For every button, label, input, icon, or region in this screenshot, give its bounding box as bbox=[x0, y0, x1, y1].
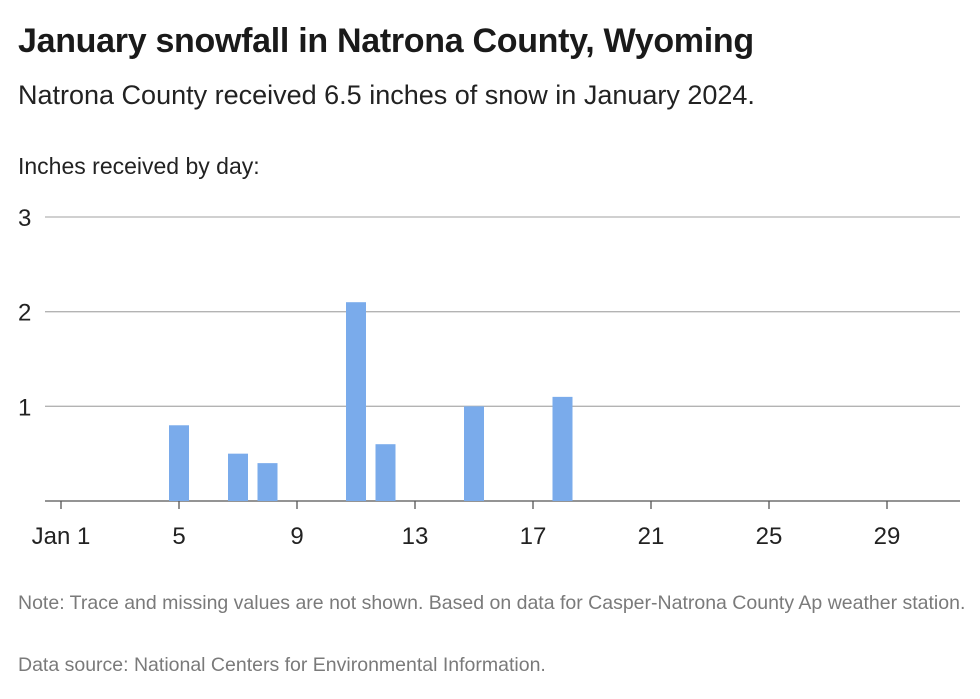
snowfall-bar bbox=[169, 425, 189, 501]
chart-title: January snowfall in Natrona County, Wyom… bbox=[18, 22, 754, 60]
chart-subtitle: Natrona County received 6.5 inches of sn… bbox=[18, 80, 755, 110]
snowfall-bar-chart: 1 2 3 Jan 1 5 9 13 17 21 25 29 bbox=[18, 205, 960, 550]
data-source: Data source: National Centers for Enviro… bbox=[18, 654, 546, 676]
y-tick-label: 3 bbox=[18, 205, 31, 232]
x-tick-label: 17 bbox=[520, 523, 547, 550]
snowfall-bar bbox=[228, 453, 248, 501]
snowfall-bar bbox=[552, 396, 573, 501]
snowfall-bar bbox=[346, 302, 366, 501]
x-tick-label: 21 bbox=[638, 523, 665, 550]
snowfall-bar bbox=[375, 444, 396, 501]
x-tick-label: 25 bbox=[756, 523, 783, 550]
x-tick-label: 5 bbox=[172, 523, 185, 550]
x-tick-label: Jan 1 bbox=[32, 523, 91, 550]
y-tick-label: 2 bbox=[18, 300, 31, 327]
y-tick-label: 1 bbox=[18, 394, 31, 421]
snowfall-bar bbox=[464, 406, 484, 501]
x-tick-label: 29 bbox=[874, 523, 901, 550]
x-tick-label: 13 bbox=[402, 523, 429, 550]
snowfall-bar bbox=[257, 463, 278, 501]
chart-note: Note: Trace and missing values are not s… bbox=[18, 592, 966, 614]
y-axis-label: Inches received by day: bbox=[18, 153, 260, 179]
x-tick-label: 9 bbox=[290, 523, 303, 550]
